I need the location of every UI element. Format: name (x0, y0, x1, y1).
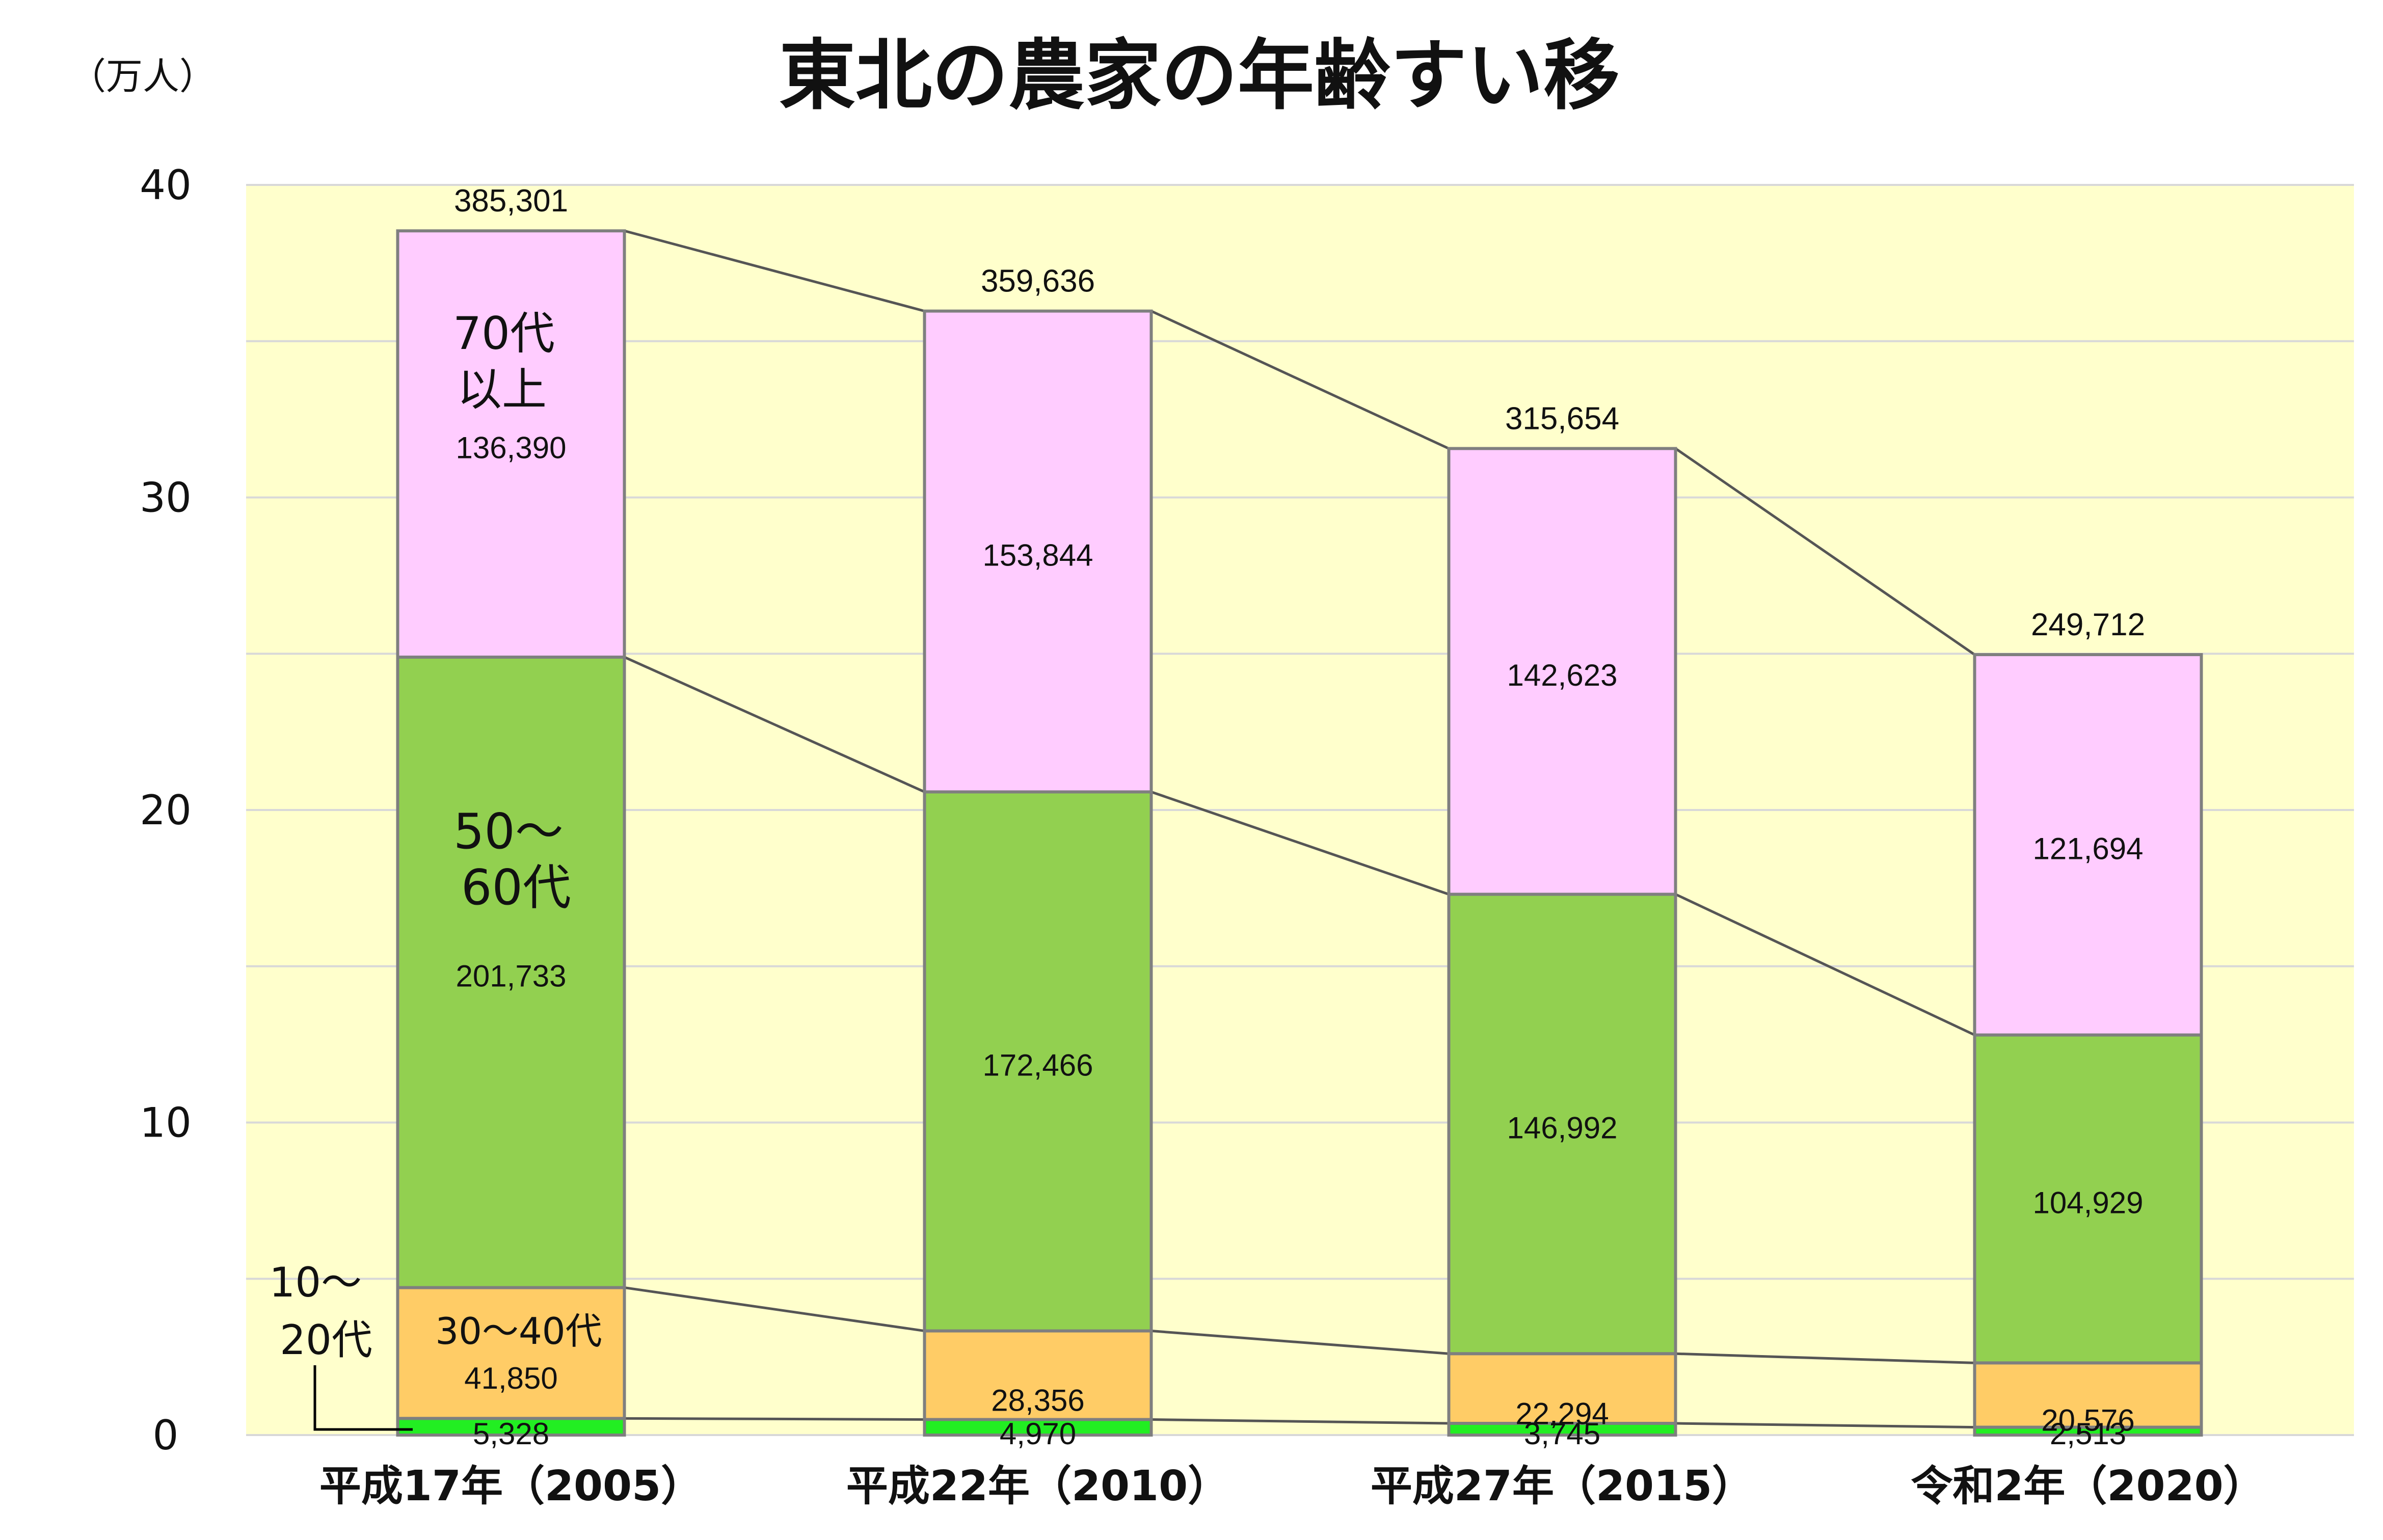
category-label-10-20s: 10〜 20代 (269, 1259, 374, 1364)
bar-segment (396, 655, 626, 1289)
chart-title: 東北の農家の年齢すい移 (779, 32, 1620, 120)
bar-segment (1973, 1033, 2203, 1365)
category-label-30-40s: 30〜40代 (435, 1310, 602, 1353)
data-label: 22,294 (1515, 1397, 1609, 1431)
x-tick-label: 平成22年（2010） (846, 1462, 1229, 1510)
total-label: 315,654 (1505, 401, 1619, 436)
y-tick-label: 0 (153, 1412, 179, 1459)
bar-segment (923, 1329, 1153, 1421)
data-label: 104,929 (2033, 1185, 2144, 1220)
bar-segment (396, 229, 626, 659)
bar-segment (923, 790, 1153, 1333)
bar-segment (1973, 653, 2203, 1037)
connector-line (1675, 1352, 1975, 1364)
connector-line (624, 229, 925, 313)
category-leader-line (313, 1365, 413, 1431)
connector-line (1150, 791, 1450, 896)
connector-line (624, 1417, 925, 1421)
data-label: 41,850 (464, 1361, 558, 1395)
connector-line (1150, 310, 1450, 450)
total-label: 385,301 (454, 183, 568, 219)
data-label: 146,992 (1507, 1111, 1618, 1145)
data-label: 201,733 (456, 959, 567, 993)
y-tick-label: 10 (140, 1099, 192, 1147)
data-label: 20,576 (2041, 1403, 2135, 1437)
connector-line (624, 656, 925, 793)
y-tick-label: 20 (140, 787, 192, 834)
total-label: 359,636 (981, 264, 1095, 299)
data-label: 136,390 (456, 431, 567, 465)
connector-line (1675, 1422, 1975, 1429)
x-tick-label: 平成27年（2015） (1371, 1462, 1754, 1510)
data-label: 4,970 (1000, 1417, 1076, 1451)
bar-segment (1447, 893, 1677, 1356)
bar-segment (1447, 447, 1677, 896)
unit-label: （万人） (69, 55, 216, 98)
data-label: 2,513 (2050, 1417, 2126, 1451)
bar-segment (396, 1286, 626, 1420)
connector-line (624, 1286, 925, 1333)
data-label: 142,623 (1507, 658, 1618, 692)
bar-segment (396, 1417, 626, 1437)
connector-line (1151, 1418, 1449, 1425)
data-label: 3,745 (1524, 1417, 1600, 1451)
category-label-50-60s: 50〜 60代 (453, 804, 579, 916)
bar-segment (1973, 1361, 2203, 1429)
data-label: 121,694 (2033, 831, 2144, 866)
total-label: 249,712 (2031, 607, 2145, 642)
data-label: 28,356 (991, 1384, 1085, 1418)
bar-segment (923, 309, 1153, 794)
data-label: 153,844 (983, 538, 1093, 573)
data-label: 172,466 (983, 1048, 1093, 1083)
y-tick-label: 40 (140, 161, 192, 209)
connector-line (1675, 893, 1975, 1036)
x-tick-label: 平成17年（2005） (319, 1462, 703, 1510)
bar-segment (923, 1418, 1153, 1437)
category-label-70s-plus: 70代 以上 (453, 307, 569, 416)
y-tick-label: 30 (140, 474, 192, 522)
x-tick-label: 令和2年（2020） (1911, 1462, 2265, 1510)
connector-line (1675, 447, 1975, 656)
data-label: 5,328 (473, 1417, 549, 1451)
connector-line (1151, 1330, 1449, 1355)
